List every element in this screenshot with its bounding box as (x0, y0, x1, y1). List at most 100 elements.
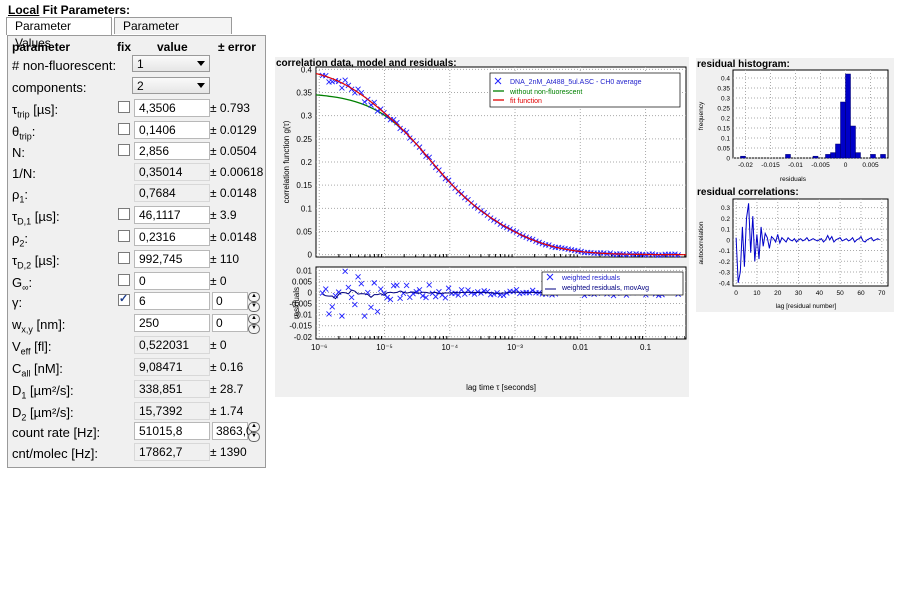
param-error: ± 0.793 (210, 101, 250, 115)
param-value[interactable]: 0,1406 (134, 121, 210, 139)
fix-checkbox[interactable] (118, 252, 130, 264)
residual-point (371, 280, 378, 286)
components-row: components: 2 (12, 77, 264, 99)
param-label-sub: D,2 (17, 260, 32, 271)
param-label-unit: [nM]: (30, 361, 63, 376)
x-tick-label: 10⁻⁶ (311, 343, 327, 352)
param-error-input[interactable]: 0 (212, 292, 248, 310)
residual-point (397, 295, 403, 302)
y-tick-label: 0.15 (296, 181, 312, 190)
y-tick-label: 0.25 (717, 106, 730, 113)
y-tick-label: 0.4 (721, 76, 730, 83)
residual-y-tick-label: 0 (308, 288, 313, 297)
param-value[interactable]: 0 (134, 272, 210, 290)
x-tick-label: 0 (734, 290, 738, 297)
param-row: θtrip: 0,1406 ± 0.0129 (12, 121, 264, 143)
x-tick-label: 70 (878, 290, 886, 297)
histogram-plot: 0.4 0.35 0.3 0.25 0.2 0.15 0.1 0.05 0 -0.02 -0.015… (696, 58, 894, 186)
y-tick-label: 0.2 (301, 158, 313, 167)
param-label-unit: : (18, 295, 23, 310)
fix-checkbox[interactable] (118, 274, 130, 286)
residual-point (513, 286, 520, 293)
spinner-buttons[interactable]: ▲ ▼ (248, 422, 260, 442)
param-label-unit: [µs]: (31, 209, 60, 224)
tab-parameter-values[interactable]: Parameter Values (6, 17, 112, 50)
spin-down-icon[interactable]: ▼ (248, 432, 260, 442)
nonfluorescent-select[interactable]: 1 (132, 55, 210, 72)
param-label-sub: eff (20, 346, 31, 357)
y-tick-label: 0.05 (296, 228, 312, 237)
spin-down-icon[interactable]: ▼ (248, 302, 260, 312)
fix-checkbox[interactable] (118, 230, 130, 242)
x-tick-label: 10 (753, 290, 761, 297)
param-label: wx,y [nm]: (12, 317, 65, 335)
x-tick-label: 60 (857, 290, 865, 297)
param-value[interactable]: 6 (134, 292, 210, 310)
residual-point (510, 288, 517, 295)
param-label-unit: [Hz]: (69, 425, 101, 440)
fix-checkbox[interactable] (118, 101, 130, 113)
components-select[interactable]: 2 (132, 77, 210, 94)
param-label-main: D (12, 383, 22, 398)
param-label-sub: 2 (19, 238, 25, 249)
spin-up-icon[interactable]: ▲ (248, 292, 260, 302)
residual-point (387, 296, 394, 303)
x-tick-label: 40 (816, 290, 824, 297)
tab-parameter-ranges[interactable]: Parameter Ranges (114, 17, 232, 50)
param-value[interactable]: 2,856 (134, 142, 210, 160)
param-row: D2 [µm²/s]: 15,7392 ± 1.74 (12, 402, 264, 424)
fix-checkbox[interactable] (118, 292, 130, 306)
x-axis-label: residuals (780, 176, 807, 183)
param-error: ± 0.16 (210, 360, 244, 374)
x-tick-label: 0.005 (862, 162, 879, 169)
param-error: ± 0.0504 (210, 144, 257, 158)
spin-up-icon[interactable]: ▲ (248, 422, 260, 432)
param-label: cnt/molec [Hz]: (12, 446, 98, 464)
x-tick-label: 10⁻⁵ (376, 343, 392, 352)
residual-point (345, 284, 352, 291)
spinner-buttons[interactable]: ▲ ▼ (248, 292, 260, 312)
fix-checkbox[interactable] (118, 208, 130, 220)
y-tick-label: 0 (308, 251, 313, 260)
param-label-sub: trip (17, 109, 30, 120)
y-axis-label: frequency (698, 101, 705, 130)
residual-point (419, 293, 426, 299)
residual-point (494, 289, 500, 296)
residual-point (455, 292, 462, 298)
residual-point (352, 301, 358, 308)
fix-checkbox[interactable] (118, 144, 130, 156)
residual-point (426, 282, 433, 288)
param-value[interactable]: 0,2316 (134, 228, 210, 246)
x-tick-label: 50 (837, 290, 845, 297)
spinner-buttons[interactable]: ▲ ▼ (248, 314, 260, 334)
param-value[interactable]: 51015,8 (134, 422, 210, 440)
residual-point (348, 294, 355, 301)
param-error-input[interactable]: 0 (212, 314, 248, 332)
param-label: D2 [µm²/s]: (12, 405, 74, 423)
spin-up-icon[interactable]: ▲ (248, 314, 260, 324)
fix-checkbox[interactable] (118, 123, 130, 135)
y-tick-label: 0.2 (721, 216, 730, 223)
spin-down-icon[interactable]: ▼ (248, 324, 260, 334)
param-row: N: 2,856 ± 0.0504 (12, 142, 264, 164)
param-label-unit: [Hz]: (67, 446, 98, 461)
param-value[interactable]: 250 (134, 314, 210, 332)
chevron-down-icon (197, 61, 205, 66)
param-label-unit: [µs]: (31, 253, 60, 268)
param-value[interactable]: 46,1117 (134, 206, 210, 224)
residual-point (465, 287, 471, 293)
histogram-bar (825, 154, 831, 159)
autocorrelation-title: residual correlations: (697, 187, 799, 198)
y-axis-label: correlation function g(τ) (282, 120, 291, 203)
residual-y-tick-label: 0.005 (292, 277, 313, 286)
param-label: count rate [Hz]: (12, 425, 100, 443)
param-error-input[interactable]: 3863,0 (212, 422, 253, 440)
x-tick-label: -0.02 (738, 162, 753, 169)
param-value: 0,35014 (134, 163, 210, 181)
param-label-sub: all (21, 368, 31, 379)
param-value[interactable]: 992,745 (134, 250, 210, 268)
param-label-main: ρ (12, 231, 20, 246)
param-value[interactable]: 4,3506 (134, 99, 210, 117)
data-point (626, 250, 633, 257)
param-label-main: D (12, 405, 22, 420)
